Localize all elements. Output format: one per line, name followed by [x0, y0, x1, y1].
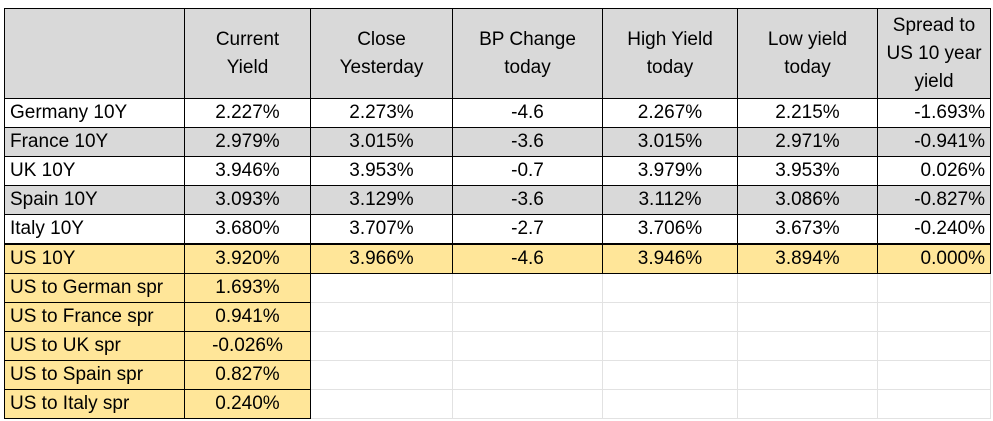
cell-country[interactable]: Germany 10Y	[4, 98, 185, 128]
cell-spread-name[interactable]: US to UK spr	[4, 331, 185, 361]
cell-current-yield[interactable]: 3.093%	[184, 185, 311, 215]
cell-close-yesterday[interactable]: 3.015%	[310, 127, 453, 157]
header-close-yesterday[interactable]: Close Yesterday	[310, 8, 453, 99]
cell-close-yesterday[interactable]: 2.273%	[310, 98, 453, 128]
empty-cell[interactable]	[452, 331, 603, 361]
cell-spread-name[interactable]: US to German spr	[4, 273, 185, 303]
empty-cell[interactable]	[602, 331, 738, 361]
cell-spread-value[interactable]: 0.240%	[184, 389, 311, 419]
spread-row: US to UK spr -0.026%	[4, 331, 991, 361]
cell-close-yesterday[interactable]: 3.129%	[310, 185, 453, 215]
spread-row: US to German spr 1.693%	[4, 273, 991, 303]
cell-low-yield[interactable]: 3.894%	[737, 243, 878, 274]
cell-high-yield[interactable]: 3.015%	[602, 127, 738, 157]
empty-cell[interactable]	[310, 331, 453, 361]
header-spread[interactable]: Spread to US 10 year yield	[877, 8, 991, 99]
header-low-yield[interactable]: Low yield today	[737, 8, 878, 99]
empty-cell[interactable]	[737, 273, 878, 303]
spread-row: US to France spr 0.941%	[4, 302, 991, 332]
empty-cell[interactable]	[737, 360, 878, 390]
empty-cell[interactable]	[737, 331, 878, 361]
spread-row: US to Spain spr 0.827%	[4, 360, 991, 390]
table-row: France 10Y 2.979% 3.015% -3.6 3.015% 2.9…	[4, 127, 991, 157]
empty-cell[interactable]	[310, 389, 453, 419]
cell-current-yield[interactable]: 3.946%	[184, 156, 311, 186]
cell-current-yield[interactable]: 3.680%	[184, 214, 311, 245]
cell-country[interactable]: Spain 10Y	[4, 185, 185, 215]
cell-high-yield[interactable]: 3.946%	[602, 243, 738, 274]
cell-country[interactable]: US 10Y	[4, 243, 185, 274]
cell-bp-change[interactable]: -4.6	[452, 243, 603, 274]
cell-spread[interactable]: 0.026%	[877, 156, 991, 186]
cell-spread-name[interactable]: US to Italy spr	[4, 389, 185, 419]
cell-bp-change[interactable]: -4.6	[452, 98, 603, 128]
cell-high-yield[interactable]: 3.979%	[602, 156, 738, 186]
us-row: US 10Y 3.920% 3.966% -4.6 3.946% 3.894% …	[4, 243, 991, 274]
cell-high-yield[interactable]: 3.706%	[602, 214, 738, 245]
empty-cell[interactable]	[310, 302, 453, 332]
spread-row: US to Italy spr 0.240%	[4, 389, 991, 419]
empty-cell[interactable]	[737, 302, 878, 332]
cell-current-yield[interactable]: 2.979%	[184, 127, 311, 157]
cell-low-yield[interactable]: 3.086%	[737, 185, 878, 215]
cell-bp-change[interactable]: -0.7	[452, 156, 603, 186]
cell-bp-change[interactable]: -3.6	[452, 185, 603, 215]
empty-cell[interactable]	[602, 302, 738, 332]
cell-spread[interactable]: -0.941%	[877, 127, 991, 157]
header-cell-name[interactable]	[4, 8, 185, 99]
cell-high-yield[interactable]: 2.267%	[602, 98, 738, 128]
cell-spread[interactable]: -0.827%	[877, 185, 991, 215]
cell-spread-name[interactable]: US to Spain spr	[4, 360, 185, 390]
cell-low-yield[interactable]: 3.673%	[737, 214, 878, 245]
cell-spread[interactable]: -1.693%	[877, 98, 991, 128]
cell-bp-change[interactable]: -3.6	[452, 127, 603, 157]
empty-cell[interactable]	[452, 360, 603, 390]
empty-cell[interactable]	[877, 273, 991, 303]
table-row: UK 10Y 3.946% 3.953% -0.7 3.979% 3.953% …	[4, 156, 991, 186]
table-row: Italy 10Y 3.680% 3.707% -2.7 3.706% 3.67…	[4, 214, 991, 245]
cell-spread-value[interactable]: 1.693%	[184, 273, 311, 303]
header-current-yield[interactable]: Current Yield	[184, 8, 311, 99]
cell-close-yesterday[interactable]: 3.707%	[310, 214, 453, 245]
table-row: Germany 10Y 2.227% 2.273% -4.6 2.267% 2.…	[4, 98, 991, 128]
cell-bp-change[interactable]: -2.7	[452, 214, 603, 245]
header-row: Current Yield Close Yesterday BP Change tod…	[4, 8, 991, 99]
cell-close-yesterday[interactable]: 3.953%	[310, 156, 453, 186]
cell-low-yield[interactable]: 3.953%	[737, 156, 878, 186]
empty-cell[interactable]	[737, 389, 878, 419]
empty-cell[interactable]	[310, 273, 453, 303]
bond-yield-table: Current Yield Close Yesterday BP Change tod…	[4, 8, 991, 419]
empty-cell[interactable]	[602, 360, 738, 390]
empty-cell[interactable]	[310, 360, 453, 390]
cell-current-yield[interactable]: 3.920%	[184, 243, 311, 274]
cell-high-yield[interactable]: 3.112%	[602, 185, 738, 215]
cell-spread-name[interactable]: US to France spr	[4, 302, 185, 332]
empty-cell[interactable]	[602, 273, 738, 303]
cell-current-yield[interactable]: 2.227%	[184, 98, 311, 128]
cell-close-yesterday[interactable]: 3.966%	[310, 243, 453, 274]
cell-spread-value[interactable]: -0.026%	[184, 331, 311, 361]
cell-spread-value[interactable]: 0.827%	[184, 360, 311, 390]
header-high-yield[interactable]: High Yield today	[602, 8, 738, 99]
table-row: Spain 10Y 3.093% 3.129% -3.6 3.112% 3.08…	[4, 185, 991, 215]
cell-low-yield[interactable]: 2.971%	[737, 127, 878, 157]
cell-country[interactable]: Italy 10Y	[4, 214, 185, 245]
cell-spread[interactable]: 0.000%	[877, 243, 991, 274]
cell-spread[interactable]: -0.240%	[877, 214, 991, 245]
empty-cell[interactable]	[602, 389, 738, 419]
empty-cell[interactable]	[452, 389, 603, 419]
empty-cell[interactable]	[452, 273, 603, 303]
header-bp-change[interactable]: BP Change today	[452, 8, 603, 99]
empty-cell[interactable]	[877, 331, 991, 361]
cell-spread-value[interactable]: 0.941%	[184, 302, 311, 332]
empty-cell[interactable]	[452, 302, 603, 332]
cell-country[interactable]: UK 10Y	[4, 156, 185, 186]
cell-country[interactable]: France 10Y	[4, 127, 185, 157]
cell-low-yield[interactable]: 2.215%	[737, 98, 878, 128]
empty-cell[interactable]	[877, 389, 991, 419]
empty-cell[interactable]	[877, 360, 991, 390]
empty-cell[interactable]	[877, 302, 991, 332]
